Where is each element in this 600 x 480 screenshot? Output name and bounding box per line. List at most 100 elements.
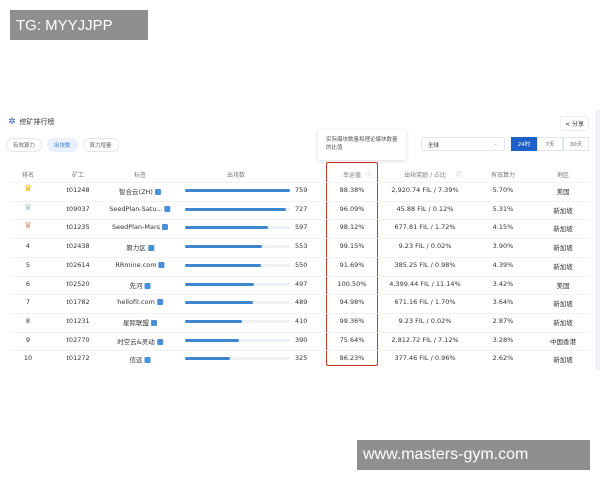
- external-link-icon[interactable]: [144, 357, 151, 364]
- row-divider: [10, 238, 590, 240]
- tag-label: 时空云&灵动: [117, 337, 155, 346]
- miner-id[interactable]: t02520: [66, 279, 90, 288]
- watermark-top: TG: MYYJJPP: [10, 10, 148, 40]
- panel-title: 挖矿排行榜: [19, 118, 55, 126]
- reward-value: 677.81 FIL / 1.72%: [394, 223, 456, 232]
- period-1[interactable]: 7天: [537, 137, 563, 151]
- rank: 7: [25, 298, 31, 307]
- column-header: 有效算力: [490, 172, 516, 179]
- miner-tag[interactable]: RRmine.com: [115, 261, 165, 269]
- tag-label: SeedPlan-Satu...: [109, 204, 163, 213]
- blocks-bar: [185, 301, 290, 305]
- watermark-bottom: www.masters-gym.com: [357, 440, 590, 470]
- blocks-bar-fill: [185, 263, 262, 267]
- region-select[interactable]: 全球 ⌄: [421, 137, 505, 151]
- period-2[interactable]: 30天: [563, 137, 589, 151]
- rank: 5: [25, 260, 31, 269]
- column-header: 标签: [133, 172, 147, 179]
- power-value: 5.70%: [492, 186, 514, 194]
- share-button[interactable]: ⋖ 分享: [560, 116, 589, 131]
- miner-id[interactable]: t01782: [66, 298, 90, 307]
- tab-2[interactable]: 算力增量: [82, 138, 119, 152]
- blocks-bar: [185, 207, 290, 211]
- luck-value: 88.38%: [339, 186, 365, 194]
- miner-tag[interactable]: SeedPlan-Satu...: [109, 204, 171, 213]
- info-icon[interactable]: ⓘ: [456, 172, 463, 179]
- miner-id[interactable]: t01272: [66, 354, 90, 363]
- watermark-top-text: TG: MYYJJPP: [16, 16, 113, 34]
- row-divider: [10, 294, 590, 296]
- external-link-icon[interactable]: [156, 338, 163, 345]
- external-link-icon[interactable]: [147, 245, 154, 252]
- luck-value: 100.50%: [337, 279, 367, 288]
- column-header: 地区: [556, 172, 570, 179]
- metric-tabs: 有效算力 出块数 算力增量: [6, 138, 119, 152]
- period-0[interactable]: 24时: [511, 137, 537, 151]
- column-header: 幸运值: [342, 172, 362, 179]
- external-link-icon[interactable]: [162, 224, 169, 231]
- watermark-bottom-text: www.masters-gym.com: [363, 446, 529, 463]
- miner-id[interactable]: t02438: [66, 242, 90, 251]
- miner-tag[interactable]: 智合云(ZH): [119, 186, 161, 196]
- row-divider: [10, 219, 590, 221]
- miner-id[interactable]: t01235: [66, 223, 90, 232]
- miner-tag[interactable]: 星际联盟: [123, 317, 157, 327]
- region-value: 美国: [556, 281, 570, 290]
- miner-tag[interactable]: 先河: [130, 280, 151, 290]
- region-value: 新加坡: [553, 300, 573, 309]
- scrollbar[interactable]: [595, 110, 600, 370]
- miner-id[interactable]: t02614: [66, 260, 90, 269]
- miner-tag[interactable]: SeedPlan-Mars: [112, 223, 169, 231]
- tag-label: 先河: [129, 281, 143, 290]
- info-icon[interactable]: ⓘ: [366, 172, 373, 179]
- external-link-icon[interactable]: [164, 205, 171, 212]
- blocks-bar: [185, 189, 290, 192]
- miner-id[interactable]: t02770: [66, 335, 90, 344]
- reward-value: 4,399.44 FIL / 11.14%: [389, 279, 461, 288]
- tooltip: 实际爆块数量和理论爆块数量的比值: [318, 130, 406, 160]
- region-value: 新加坡: [553, 318, 573, 327]
- miner-tag[interactable]: 信远: [130, 354, 151, 364]
- bronze-medal-icon: ♛: [23, 221, 33, 232]
- external-link-icon[interactable]: [154, 189, 161, 195]
- tab-1[interactable]: 出块数: [47, 138, 78, 152]
- row-divider: [10, 312, 590, 314]
- blocks-bar: [185, 357, 290, 361]
- miner-tag[interactable]: 时空云&灵动: [117, 336, 163, 346]
- blocks-bar: [185, 338, 290, 342]
- miner-id[interactable]: t09037: [66, 204, 90, 213]
- rank: 9: [25, 335, 31, 344]
- region-value: 新加坡: [553, 262, 573, 271]
- power-value: 3.42%: [492, 279, 514, 288]
- block-count: 325: [295, 354, 308, 363]
- external-link-icon[interactable]: [151, 319, 157, 326]
- miner-tag[interactable]: hellofil.com: [117, 298, 163, 306]
- share-label: 分享: [571, 121, 584, 128]
- external-link-icon[interactable]: [144, 282, 151, 289]
- region-value: 新加坡: [553, 206, 573, 215]
- blocks-bar-fill: [185, 338, 239, 342]
- blocks-bar-fill: [185, 189, 290, 192]
- power-value: 4.39%: [492, 260, 514, 269]
- external-link-icon[interactable]: [156, 299, 163, 306]
- blocks-bar: [185, 245, 290, 249]
- reward-value: 45.88 FIL / 0.12%: [396, 204, 454, 213]
- external-link-icon[interactable]: [158, 261, 165, 268]
- region-value: 中国香港: [550, 337, 576, 346]
- tab-0[interactable]: 有效算力: [6, 138, 43, 152]
- blocks-bar-fill: [185, 282, 254, 286]
- miner-id[interactable]: t01231: [66, 316, 90, 325]
- blocks-bar: [185, 319, 290, 323]
- chevron-down-icon: ⌄: [493, 141, 498, 147]
- blocks-bar-fill: [185, 357, 230, 361]
- power-value: 3.64%: [492, 298, 514, 307]
- miner-tag[interactable]: 原力区: [126, 242, 154, 252]
- tag-label: 原力区: [126, 244, 146, 253]
- power-value: 2.62%: [492, 354, 514, 363]
- title-bar: ✲ 挖矿排行榜: [8, 117, 55, 127]
- miner-id[interactable]: t01248: [66, 186, 90, 194]
- region-value: 新加坡: [553, 244, 573, 253]
- power-value: 2.87%: [492, 316, 514, 325]
- block-count: 759: [295, 186, 308, 194]
- block-count: 489: [295, 298, 308, 307]
